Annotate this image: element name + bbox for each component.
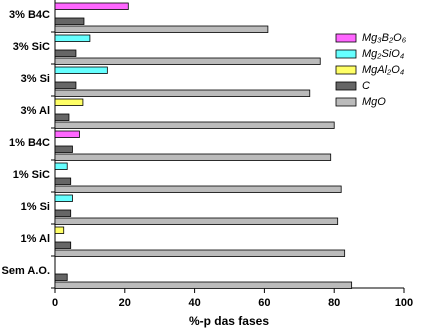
bar — [54, 57, 321, 65]
x-tick-label: 60 — [258, 297, 270, 309]
bar — [54, 281, 353, 289]
bar — [54, 121, 335, 129]
category-label: 3% SiC — [13, 41, 50, 53]
x-tick-label: 20 — [119, 297, 131, 309]
bar — [54, 241, 72, 249]
bar — [54, 145, 73, 153]
category-label: 3% B4C — [9, 9, 50, 21]
bar — [54, 162, 68, 170]
x-axis-title: %-p das fases — [189, 314, 269, 328]
legend-label: Mg₃B₂O₆ — [362, 32, 407, 44]
category-label: 1% Si — [21, 201, 50, 213]
legend-swatch — [335, 65, 357, 75]
bar — [54, 17, 85, 25]
bar — [54, 194, 73, 202]
bar — [54, 34, 91, 42]
bar — [54, 113, 70, 121]
legend-label: Mg₂SiO₄ — [362, 48, 404, 60]
legend-swatch — [335, 49, 357, 59]
bar — [54, 66, 108, 74]
category-label: 3% Al — [20, 105, 50, 117]
bar — [54, 209, 72, 217]
bar — [54, 89, 311, 97]
legend-label: MgO — [362, 96, 386, 108]
bar — [54, 49, 77, 57]
x-tick-label: 0 — [52, 297, 58, 309]
legend-swatch — [335, 81, 357, 91]
bar — [54, 249, 346, 257]
legend-swatch — [335, 33, 357, 43]
bar — [54, 25, 269, 33]
legend-swatch — [335, 97, 357, 107]
legend-label: C — [362, 80, 370, 92]
bar — [54, 185, 342, 193]
category-label: 3% Si — [21, 73, 50, 85]
bar — [54, 81, 77, 89]
category-label: 1% B4C — [9, 137, 50, 149]
bar — [54, 2, 129, 10]
bar — [54, 153, 332, 161]
bar — [54, 177, 72, 185]
bar — [54, 130, 80, 138]
bar — [54, 273, 68, 281]
x-tick-label: 80 — [328, 297, 340, 309]
bar — [54, 217, 339, 225]
x-tick-label: 100 — [395, 297, 413, 309]
category-label: 1% Al — [20, 233, 50, 245]
bar — [54, 98, 84, 106]
legend-label: MgAl₂O₄ — [362, 64, 404, 76]
category-label: 1% SiC — [13, 169, 50, 181]
category-label: Sem A.O. — [2, 265, 51, 277]
x-tick-label: 40 — [188, 297, 200, 309]
bar — [54, 226, 65, 234]
